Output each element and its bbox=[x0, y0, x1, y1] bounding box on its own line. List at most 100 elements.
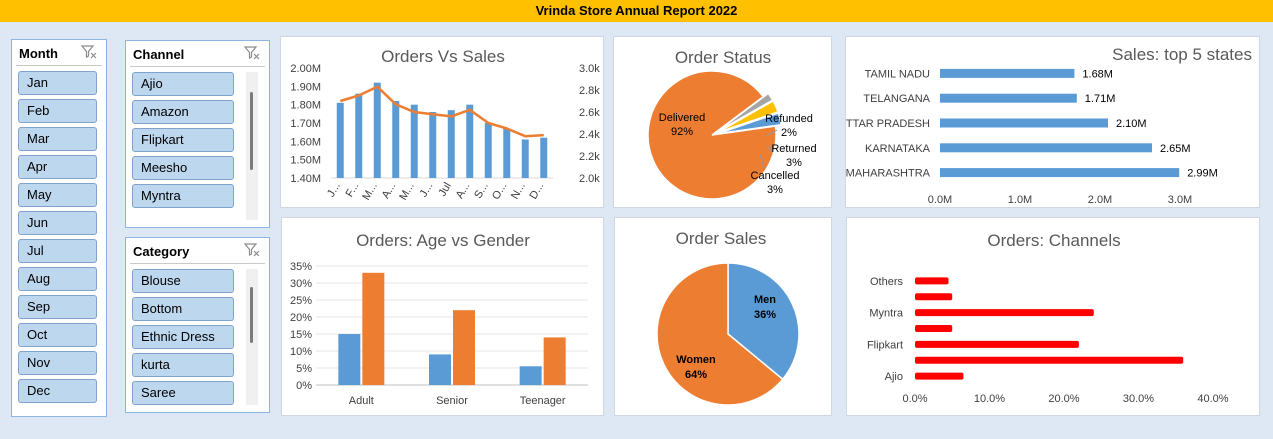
slicer-item-sep[interactable]: Sep bbox=[18, 295, 97, 319]
x-tick-label: 1.0M bbox=[1008, 194, 1032, 206]
slicer-item-mar[interactable]: Mar bbox=[18, 127, 97, 151]
orders-vs-sales-chart: Orders Vs Sales 1.40M 1.50M 1.60M 1.70M 1.80M… bbox=[290, 47, 600, 203]
refunded-pct: 2% bbox=[781, 127, 797, 139]
channel-bar bbox=[915, 309, 1094, 317]
x-tick-label: A... bbox=[380, 181, 399, 201]
orders-bar bbox=[484, 123, 492, 178]
chart-title: Orders: Channels bbox=[987, 231, 1120, 250]
slicer-item-ajio[interactable]: Ajio bbox=[132, 72, 234, 96]
channel-bar bbox=[915, 293, 953, 301]
orders-bar bbox=[540, 137, 548, 178]
channel-label: Others bbox=[870, 276, 904, 288]
x-tick-label: J... bbox=[325, 181, 343, 200]
category-slicer-items: Blouse Bottom Ethnic Dress kurta Saree bbox=[132, 269, 234, 405]
slicer-item-nov[interactable]: Nov bbox=[18, 351, 97, 375]
x-tick-label: 0.0% bbox=[902, 393, 927, 405]
x-tick-label: 0.0M bbox=[928, 194, 952, 206]
slicer-item-may[interactable]: May bbox=[18, 183, 97, 207]
y-left-tick-label: 1.80M bbox=[290, 100, 321, 112]
x-tick-label: A... bbox=[454, 181, 473, 201]
orders-bar bbox=[447, 110, 455, 178]
channel-slicer: Channel Ajio Amazon Flipkart Meesho Myntra bbox=[125, 40, 270, 228]
orders-bar bbox=[521, 139, 529, 178]
leader-line bbox=[759, 154, 765, 169]
slicer-item-flipkart[interactable]: Flipkart bbox=[132, 128, 234, 152]
cancelled-label: Cancelled bbox=[751, 170, 800, 182]
x-tick-label: F... bbox=[344, 181, 362, 200]
x-tick-label: S... bbox=[472, 181, 491, 201]
y-right-tick-label: 2.0k bbox=[579, 173, 600, 185]
x-tick-label: M... bbox=[397, 181, 417, 203]
orders-bar bbox=[392, 101, 400, 178]
order-sales-chart: Order Sales Men 36% Women 64% bbox=[656, 229, 800, 406]
channel-slicer-title: Channel bbox=[133, 47, 185, 62]
y-tick-label: 0% bbox=[296, 380, 312, 392]
category-scrollbar[interactable] bbox=[246, 269, 258, 405]
channel-bar bbox=[915, 277, 949, 285]
slicer-item-apr[interactable]: Apr bbox=[18, 155, 97, 179]
orders-bar bbox=[336, 102, 344, 178]
state-value-label: 1.71M bbox=[1085, 93, 1116, 105]
slicer-item-dec[interactable]: Dec bbox=[18, 379, 97, 403]
age-gender-bar bbox=[362, 272, 385, 385]
channel-scrollbar[interactable] bbox=[246, 72, 258, 220]
report-title: Vrinda Store Annual Report 2022 bbox=[0, 0, 1273, 22]
slicer-item-meesho[interactable]: Meesho bbox=[132, 156, 234, 180]
leader-line bbox=[765, 129, 778, 137]
slicer-item-aug[interactable]: Aug bbox=[18, 267, 97, 291]
chart-title: Orders: Age vs Gender bbox=[356, 231, 530, 250]
orders-bar bbox=[373, 82, 381, 178]
orders-bar bbox=[355, 93, 363, 178]
slicer-item-oct[interactable]: Oct bbox=[18, 323, 97, 347]
clear-filter-icon[interactable] bbox=[243, 44, 261, 62]
top-states-panel: Sales: top 5 states TAMIL NADU 1.68M TELANG… bbox=[845, 36, 1260, 208]
month-slicer-items: Jan Feb Mar Apr May Jun Jul Aug Sep Oct Nov Dec bbox=[18, 71, 97, 407]
slicer-item-amazon[interactable]: Amazon bbox=[132, 100, 234, 124]
slicer-item-ethnic-dress[interactable]: Ethnic Dress bbox=[132, 325, 234, 349]
x-tick-label: 40.0% bbox=[1197, 393, 1228, 405]
y-tick-label: 25% bbox=[290, 295, 312, 307]
age-gender-panel: Orders: Age vs Gender 0% 5% 10% 15% 20% 25% 30%… bbox=[281, 217, 604, 416]
channel-bar bbox=[915, 356, 1184, 364]
leader-line bbox=[766, 144, 773, 153]
state-bar bbox=[940, 118, 1108, 128]
state-bar bbox=[940, 143, 1152, 153]
status-slice-returned bbox=[717, 99, 780, 134]
slicer-item-jun[interactable]: Jun bbox=[18, 211, 97, 235]
slicer-item-blouse[interactable]: Blouse bbox=[132, 269, 234, 293]
refunded-label: Refunded bbox=[765, 113, 813, 125]
y-left-tick-label: 1.90M bbox=[290, 81, 321, 93]
y-right-tick-label: 2.6k bbox=[579, 107, 600, 119]
y-left-tick-label: 1.60M bbox=[290, 136, 321, 148]
x-tick-label: N... bbox=[509, 181, 528, 202]
slicer-item-myntra[interactable]: Myntra bbox=[132, 184, 234, 208]
orders-bar bbox=[503, 128, 511, 178]
slicer-item-saree[interactable]: Saree bbox=[132, 381, 234, 405]
men-label: Men bbox=[754, 294, 776, 306]
month-slicer-title: Month bbox=[19, 46, 58, 61]
clear-filter-icon[interactable] bbox=[80, 43, 98, 61]
category-scroll-thumb[interactable] bbox=[250, 287, 253, 343]
chart-title: Order Status bbox=[675, 48, 771, 67]
slicer-item-jan[interactable]: Jan bbox=[18, 71, 97, 95]
men-pct: 36% bbox=[754, 309, 776, 321]
channel-scroll-thumb[interactable] bbox=[250, 92, 253, 170]
channels-panel: Orders: Channels Ajio Flipkart Myntra Others… bbox=[846, 217, 1260, 416]
category-slicer: Category Blouse Bottom Ethnic Dress kurta Sa… bbox=[125, 237, 270, 413]
y-left-tick-label: 2.00M bbox=[290, 63, 321, 75]
orders-bar bbox=[410, 104, 418, 178]
slicer-item-feb[interactable]: Feb bbox=[18, 99, 97, 123]
orders-bar bbox=[466, 104, 474, 178]
x-tick-label: Jul bbox=[436, 181, 453, 199]
x-tick-label: 3.0M bbox=[1168, 194, 1192, 206]
channel-label: Myntra bbox=[869, 308, 904, 320]
slicer-item-kurta[interactable]: kurta bbox=[132, 353, 234, 377]
slicer-item-jul[interactable]: Jul bbox=[18, 239, 97, 263]
age-gender-bar bbox=[519, 366, 542, 385]
x-tick-label: 2.0M bbox=[1088, 194, 1112, 206]
orders-vs-sales-panel: Orders Vs Sales 1.40M 1.50M 1.60M 1.70M 1.80M… bbox=[280, 36, 604, 208]
x-tick-label: J... bbox=[418, 181, 436, 200]
age-gender-bar bbox=[338, 334, 361, 385]
slicer-item-bottom[interactable]: Bottom bbox=[132, 297, 234, 321]
clear-filter-icon[interactable] bbox=[243, 241, 261, 259]
